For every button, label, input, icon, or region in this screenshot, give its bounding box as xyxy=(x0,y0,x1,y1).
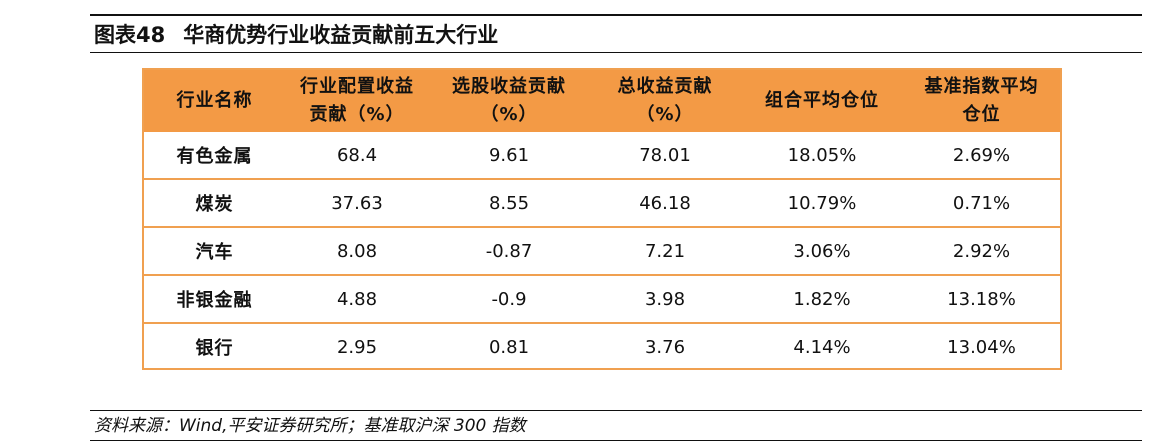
source-note: 资料来源：Wind,平安证券研究所；基准取沪深 300 指数 xyxy=(94,416,526,436)
cell-selection: -0.9 xyxy=(429,274,589,323)
cell-portfolio-weight: 18.05% xyxy=(787,144,857,166)
header-industry: 行业名称 xyxy=(144,70,285,132)
header-allocation-contribution: 行业配置收益 贡献（%） xyxy=(285,70,429,132)
cell-allocation: 68.4 xyxy=(336,144,378,166)
header-benchmark-weight: 基准指数平均 仓位 xyxy=(903,70,1060,132)
cell-industry: 非银金融 xyxy=(144,274,285,323)
cell-industry: 银行 xyxy=(144,322,285,370)
figure-caption: 华商优势行业收益贡献前五大行业 xyxy=(183,23,499,47)
cell-benchmark-weight: 13.18% xyxy=(903,274,1060,323)
cell-selection: 8.55 xyxy=(429,178,589,227)
table-row: 煤炭 37.63 8.55 46.18 10.79% 0.71% xyxy=(144,178,1060,227)
top-rule xyxy=(90,14,1142,16)
title-rule xyxy=(90,52,1142,53)
cell-industry: 有色金属 xyxy=(176,146,253,167)
cell-allocation: 8.08 xyxy=(285,226,429,275)
cell-total: 3.98 xyxy=(589,274,741,323)
table-row: 汽车 8.08 -0.87 7.21 3.06% 2.92% xyxy=(144,226,1060,275)
cell-selection: -0.87 xyxy=(429,226,589,275)
cell-selection: 0.81 xyxy=(429,322,589,370)
figure-number: 图表48 xyxy=(94,23,166,47)
cell-benchmark-weight: 0.71% xyxy=(903,178,1060,227)
cell-total: 3.76 xyxy=(589,322,741,370)
figure-title: 图表48 华商优势行业收益贡献前五大行业 xyxy=(94,20,498,50)
header-total-contribution: 总收益贡献 （%） xyxy=(589,70,741,132)
cell-total: 46.18 xyxy=(589,178,741,227)
cell-industry: 煤炭 xyxy=(144,178,285,227)
contribution-table: 行业名称 行业配置收益 贡献（%） 选股收益贡献 （%） 总收益贡献 （%） 组合平均… xyxy=(142,68,1062,370)
cell-allocation: 2.95 xyxy=(285,322,429,370)
cell-allocation: 4.88 xyxy=(285,274,429,323)
header-portfolio-weight: 组合平均仓位 xyxy=(741,70,903,132)
cell-benchmark-weight: 13.04% xyxy=(903,322,1060,370)
cell-portfolio-weight: 10.79% xyxy=(741,178,903,227)
bottom-rule xyxy=(90,440,1142,441)
header-selection-contribution: 选股收益贡献 （%） xyxy=(429,70,589,132)
cell-selection: 9.61 xyxy=(488,144,530,166)
cell-portfolio-weight: 4.14% xyxy=(741,322,903,370)
table-row: 非银金融 4.88 -0.9 3.98 1.82% 13.18% xyxy=(144,274,1060,323)
cell-industry: 汽车 xyxy=(144,226,285,275)
cell-portfolio-weight: 1.82% xyxy=(741,274,903,323)
cell-portfolio-weight: 3.06% xyxy=(741,226,903,275)
table-row: 银行 2.95 0.81 3.76 4.14% 13.04% xyxy=(144,322,1060,370)
cell-benchmark-weight: 2.69% xyxy=(952,144,1011,166)
cell-total: 7.21 xyxy=(589,226,741,275)
source-rule xyxy=(90,410,1142,411)
table-row: 有色金属 68.4 9.61 78.01 18.05% 2.69% xyxy=(144,132,1060,179)
cell-allocation: 37.63 xyxy=(285,178,429,227)
table-header-row: 行业名称 行业配置收益 贡献（%） 选股收益贡献 （%） 总收益贡献 （%） 组合平均… xyxy=(144,70,1060,132)
cell-benchmark-weight: 2.92% xyxy=(903,226,1060,275)
cell-total: 78.01 xyxy=(639,144,691,166)
